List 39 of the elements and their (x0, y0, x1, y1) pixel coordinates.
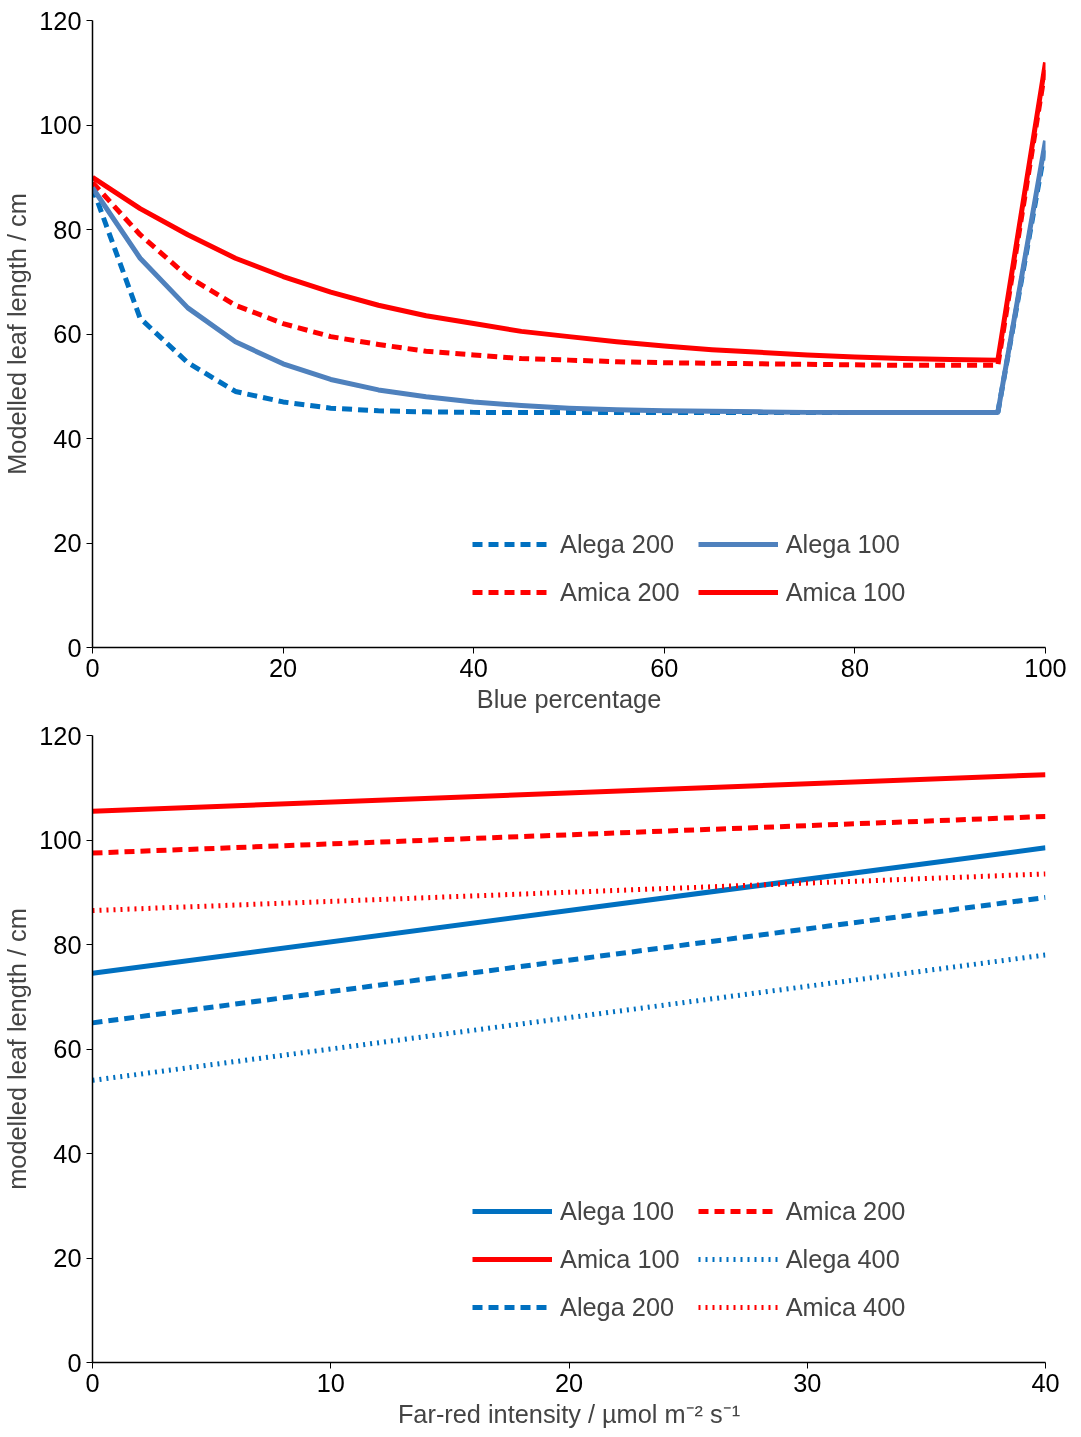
y-tick-label: 100 (39, 111, 82, 139)
y-tick-label: 0 (67, 1348, 82, 1377)
y-tick-label: 60 (53, 320, 82, 348)
y-axis-title: Modelled leaf length / cm (3, 193, 32, 475)
y-axis-title: modelled leaf length / cm (3, 908, 32, 1190)
x-tick-label: 100 (1024, 653, 1067, 682)
x-tick-label: 40 (1031, 1368, 1060, 1397)
legend-label: Alega 100 (785, 529, 900, 559)
legend-label: Amica 400 (785, 1292, 906, 1322)
legend-label: Amica 200 (785, 1196, 906, 1226)
x-tick-label: 10 (316, 1368, 345, 1397)
x-tick-label: 20 (269, 653, 298, 682)
y-tick-label: 120 (39, 6, 82, 35)
y-tick-label: 0 (67, 633, 82, 662)
y-tick-label: 20 (53, 529, 82, 557)
x-tick-label: 20 (554, 1368, 584, 1397)
x-tick-label: 0 (85, 1368, 100, 1397)
legend-label: Alega 400 (785, 1244, 900, 1274)
legend-label: Amica 200 (560, 577, 680, 607)
legend-label: Alega 100 (560, 1196, 675, 1226)
y-tick-label: 60 (53, 1035, 82, 1063)
y-tick-label: 80 (53, 930, 82, 959)
x-axis-title: Blue percentage (476, 684, 662, 713)
y-tick-label: 80 (53, 215, 82, 244)
legend-label: Amica 100 (785, 577, 906, 607)
x-tick-label: 0 (85, 653, 100, 682)
legend-label: Alega 200 (560, 529, 675, 559)
legend-label: Amica 100 (560, 1244, 680, 1274)
x-tick-label: 40 (459, 653, 488, 682)
x-tick-label: 30 (793, 1368, 822, 1397)
y-tick-label: 20 (53, 1244, 82, 1272)
x-tick-label: 80 (840, 653, 869, 682)
y-tick-label: 40 (53, 424, 82, 453)
y-tick-label: 40 (53, 1139, 82, 1168)
x-tick-label: 60 (650, 653, 679, 682)
x-axis-title: Far-red intensity / µmol m⁻² s⁻¹ (397, 1399, 741, 1428)
y-tick-label: 100 (39, 826, 82, 854)
legend-label: Alega 200 (560, 1292, 675, 1322)
y-tick-label: 120 (39, 721, 82, 750)
